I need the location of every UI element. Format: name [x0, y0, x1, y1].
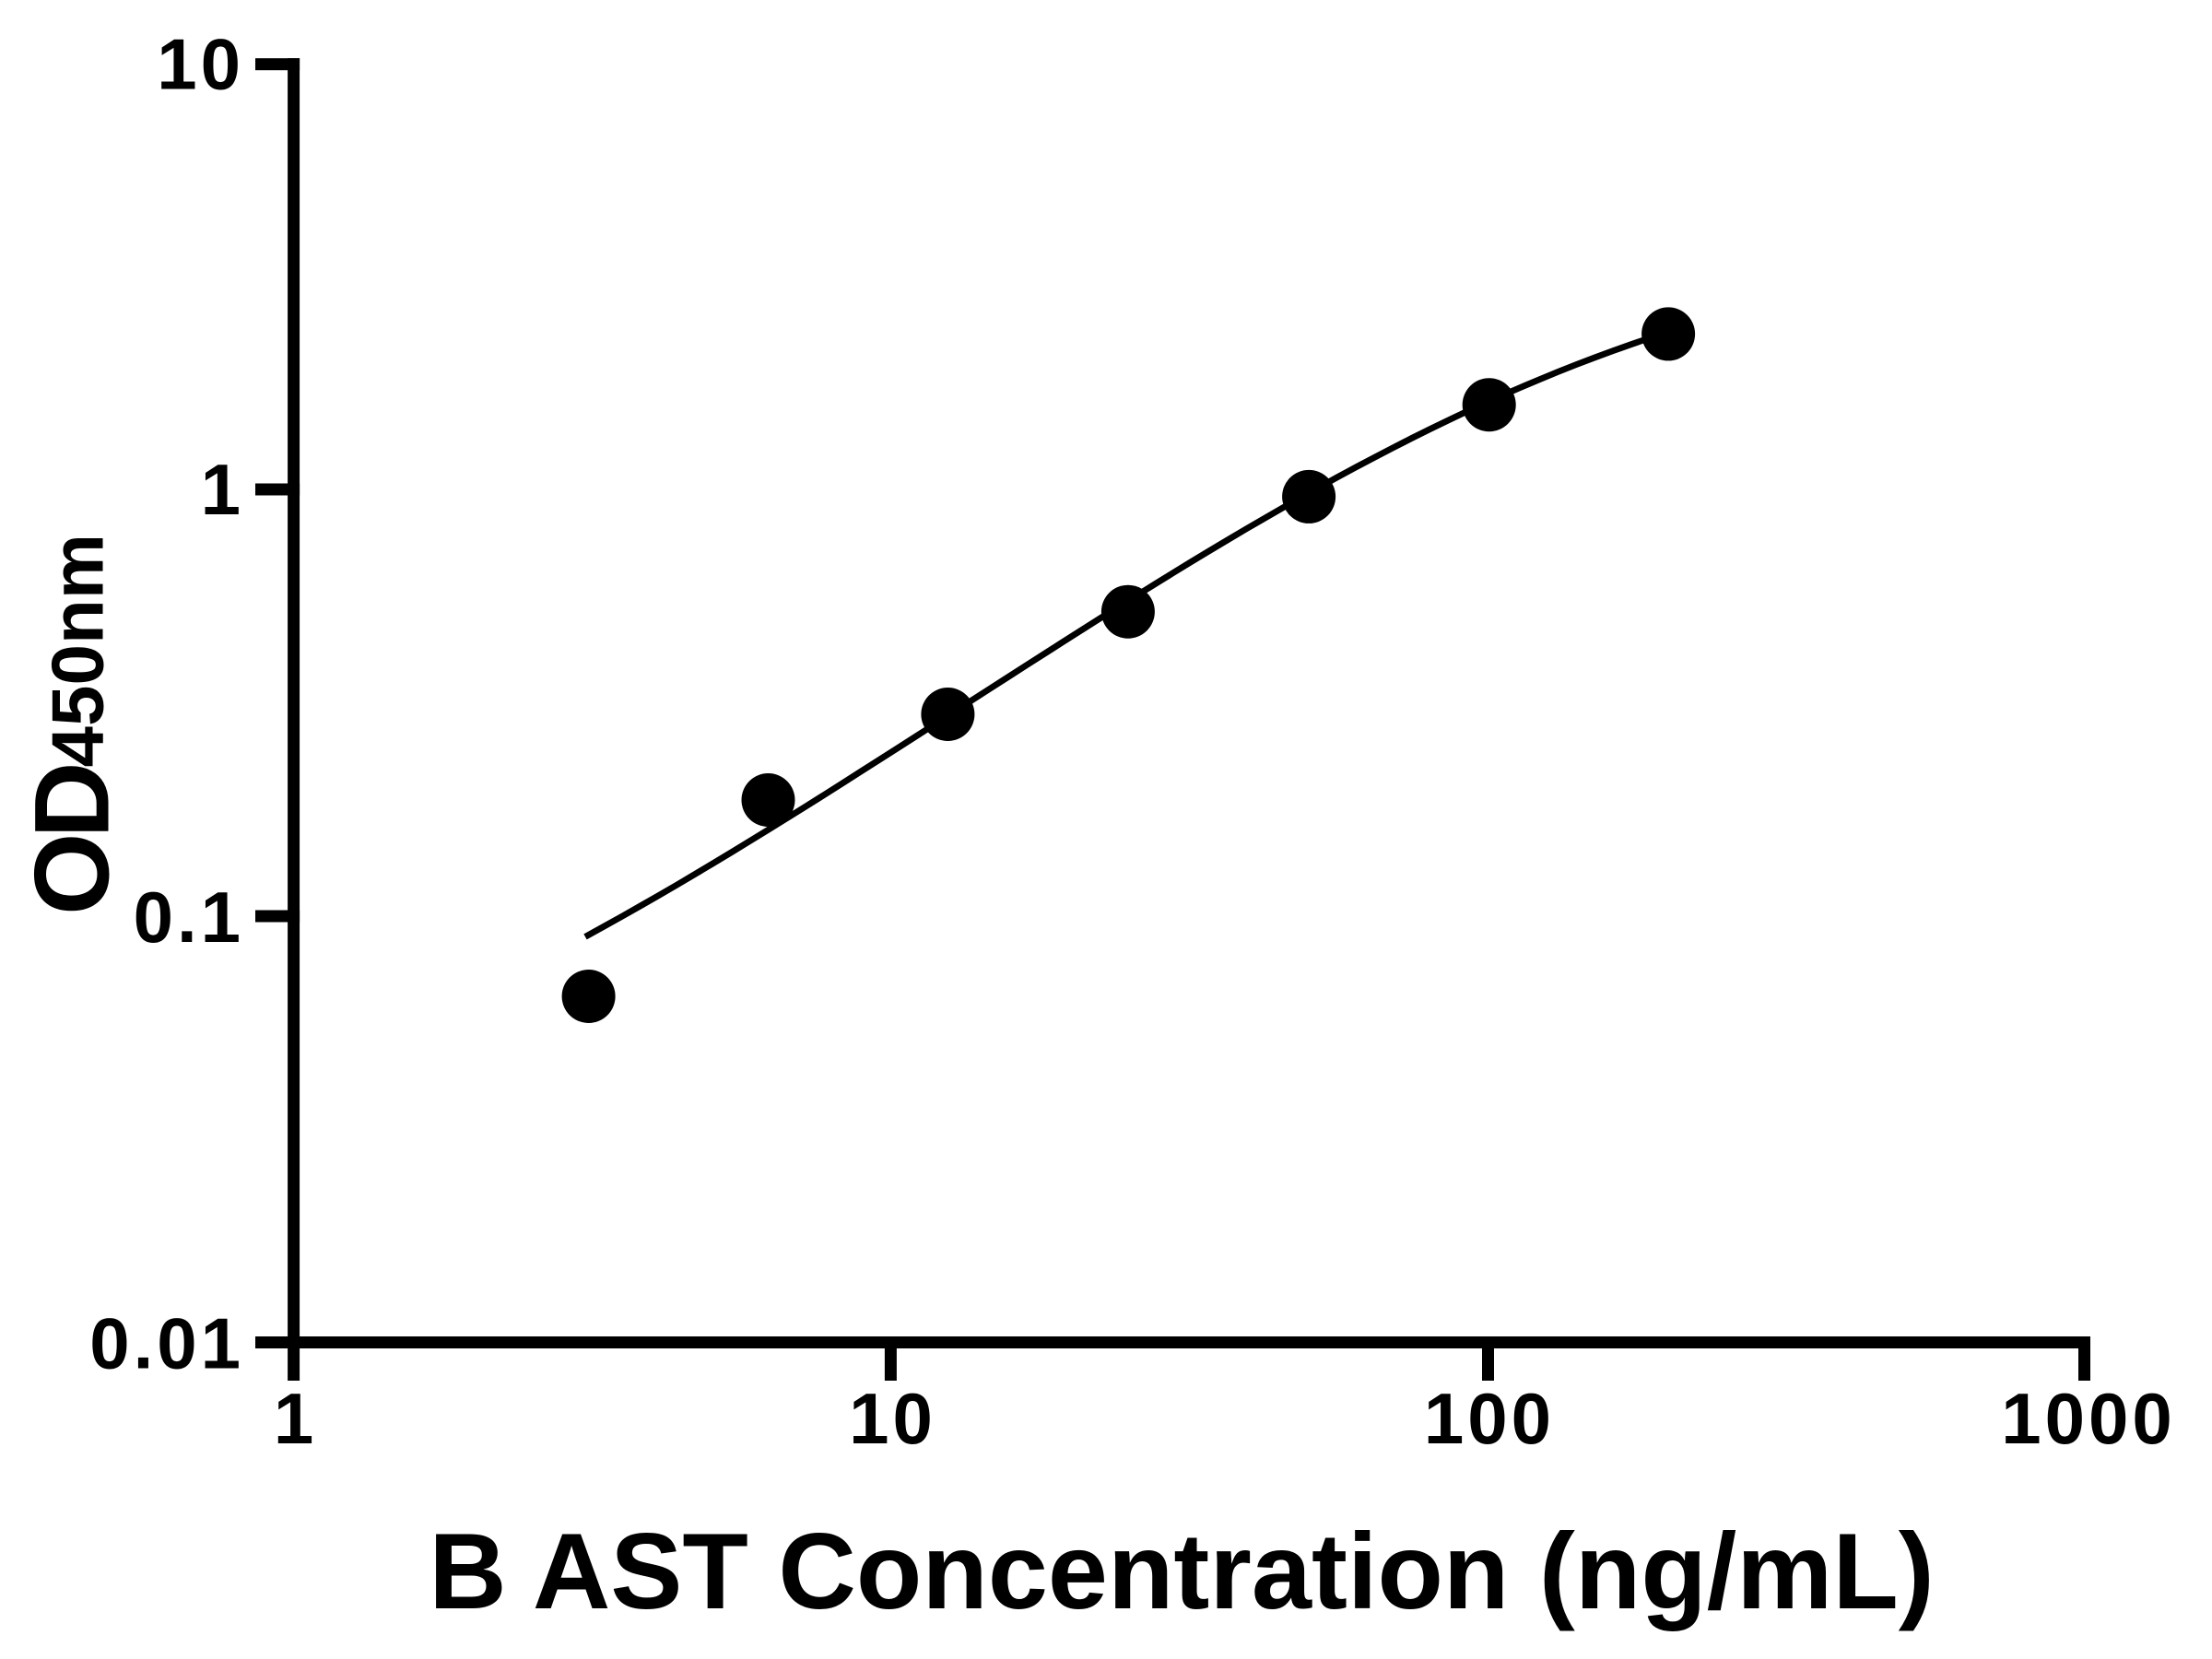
- svg-text:1000: 1000: [2001, 1378, 2176, 1459]
- svg-text:0.1: 0.1: [134, 877, 244, 958]
- svg-text:B AST Concentration (ng/mL): B AST Concentration (ng/mL): [429, 1511, 1935, 1631]
- svg-text:1: 1: [274, 1378, 317, 1459]
- svg-text:10: 10: [849, 1378, 936, 1459]
- svg-text:1: 1: [201, 449, 244, 530]
- svg-text:10: 10: [157, 24, 244, 105]
- svg-text:0.01: 0.01: [89, 1302, 244, 1383]
- svg-text:100: 100: [1424, 1378, 1555, 1459]
